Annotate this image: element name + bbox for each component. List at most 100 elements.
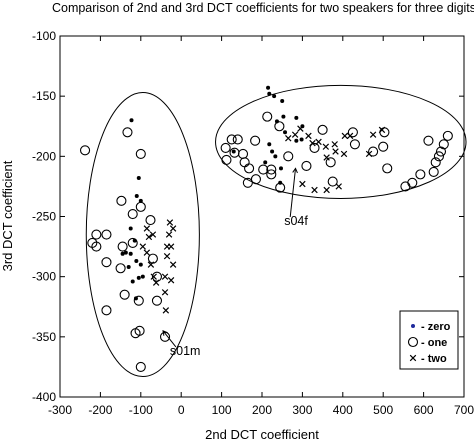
- y-tick-label: -350: [32, 330, 56, 344]
- data-point-circle: [301, 160, 312, 172]
- data-point-circle: [368, 146, 379, 157]
- data-point-circle: [117, 241, 128, 252]
- data-point-dot: [267, 142, 272, 147]
- data-point-circle: [237, 148, 249, 159]
- data-point-cross: [163, 252, 171, 260]
- data-point-circle: [347, 127, 358, 138]
- data-point-circle: [226, 134, 237, 145]
- data-point-circle: [119, 289, 130, 300]
- x-tick-label: 0: [178, 403, 185, 417]
- data-point-cross: [165, 231, 173, 238]
- data-point-circle: [101, 257, 112, 268]
- data-point-cross: [297, 125, 304, 132]
- chart-title: Comparison of 2nd and 3rd DCT coefficien…: [52, 1, 474, 15]
- y-tick-label: -200: [32, 149, 56, 163]
- data-point-cross: [346, 132, 354, 140]
- data-point-cross: [162, 307, 170, 314]
- x-tick-label: 500: [373, 403, 393, 417]
- data-point-circle: [116, 195, 127, 206]
- legend-label: - two: [421, 353, 447, 365]
- data-point-circle: [435, 146, 447, 157]
- data-point-dot: [281, 114, 286, 119]
- data-point-circle: [325, 157, 336, 168]
- y-tick-label: -150: [32, 89, 56, 103]
- data-point-circle: [159, 331, 171, 342]
- data-point-circle: [79, 145, 91, 156]
- y-axis-label: 3rd DCT coefficient: [0, 160, 15, 271]
- x-axis: -300 -200 -100 0 100 200 300 400 500 600 700: [48, 36, 474, 417]
- data-point-circle: [91, 241, 102, 252]
- data-point-dot: [280, 98, 285, 103]
- data-point-circle: [135, 148, 146, 159]
- data-point-cross: [145, 233, 153, 241]
- data-point-circle: [415, 169, 426, 180]
- data-point-circle: [309, 142, 320, 153]
- data-point-cross: [341, 132, 349, 140]
- data-point-cross: [152, 279, 160, 286]
- data-point-cross: [322, 143, 330, 150]
- data-point-cross: [331, 141, 338, 148]
- data-point-cross: [309, 139, 316, 147]
- data-point-dot: [123, 250, 128, 255]
- data-point-cross: [291, 131, 299, 138]
- legend-box: [399, 310, 459, 370]
- x-tick-label: -100: [129, 403, 153, 417]
- data-point-circle: [317, 124, 328, 135]
- legend-marker-dot: [411, 324, 415, 328]
- data-point-cross: [166, 219, 174, 226]
- x-tick-label: 100: [212, 403, 232, 417]
- data-point-dot: [126, 265, 131, 270]
- data-point-circle: [428, 166, 439, 178]
- annotation-arrowhead: [292, 167, 298, 174]
- legend-label: - zero: [421, 321, 451, 333]
- data-point-cross: [369, 131, 377, 138]
- data-point-circle: [275, 182, 286, 193]
- data-point-cross: [285, 135, 292, 142]
- data-point-circle: [127, 237, 138, 249]
- data-point-circle: [220, 142, 231, 153]
- y-tick-label: -300: [32, 270, 56, 284]
- data-point-dot: [263, 160, 268, 165]
- data-point-dot: [134, 259, 139, 264]
- data-point-circle: [101, 305, 112, 316]
- data-point-cross: [311, 186, 318, 194]
- x-tick-label: 700: [454, 403, 474, 417]
- data-point-circle: [283, 151, 294, 162]
- y-tick-label: -250: [32, 210, 56, 224]
- annotation-arrowhead: [162, 330, 168, 336]
- data-point-dot: [231, 149, 236, 154]
- data-point-circle: [239, 157, 250, 168]
- cluster-ellipses: [85, 84, 467, 378]
- x-tick-label: 600: [414, 403, 434, 417]
- data-point-circle: [221, 154, 232, 165]
- data-point-dot: [273, 154, 278, 159]
- annotations: s04f s01m: [162, 167, 308, 358]
- data-point-cross: [299, 180, 306, 188]
- data-point-cross: [169, 225, 177, 232]
- data-point-circle: [438, 139, 449, 150]
- data-point-circle: [274, 121, 285, 132]
- data-point-circle: [266, 164, 277, 175]
- y-tick-label: -100: [32, 29, 56, 43]
- data-point-circle: [232, 134, 243, 145]
- data-point-circle: [115, 263, 126, 274]
- data-point-circle: [262, 111, 273, 122]
- data-point-circle: [430, 157, 441, 168]
- data-point-cross: [305, 132, 312, 140]
- cluster-ellipse: [85, 92, 200, 378]
- data-point-circle: [250, 135, 261, 146]
- data-point-circle: [433, 151, 445, 162]
- data-point-dot: [266, 85, 271, 90]
- data-point-cross: [365, 150, 373, 158]
- data-point-circle: [127, 209, 138, 220]
- data-point-cross: [161, 289, 169, 296]
- data-point-dot: [299, 137, 304, 142]
- y-axis: -100 -150 -200 -250 -300 -350 -400: [32, 29, 464, 404]
- legend-marker-cross: [409, 354, 417, 362]
- data-point-dot: [128, 226, 133, 231]
- legend-label: - one: [421, 337, 447, 349]
- data-point-cross: [143, 225, 151, 232]
- annotation-arrow: [289, 168, 297, 217]
- data-point-cross: [149, 231, 157, 238]
- data-point-dot: [136, 175, 141, 180]
